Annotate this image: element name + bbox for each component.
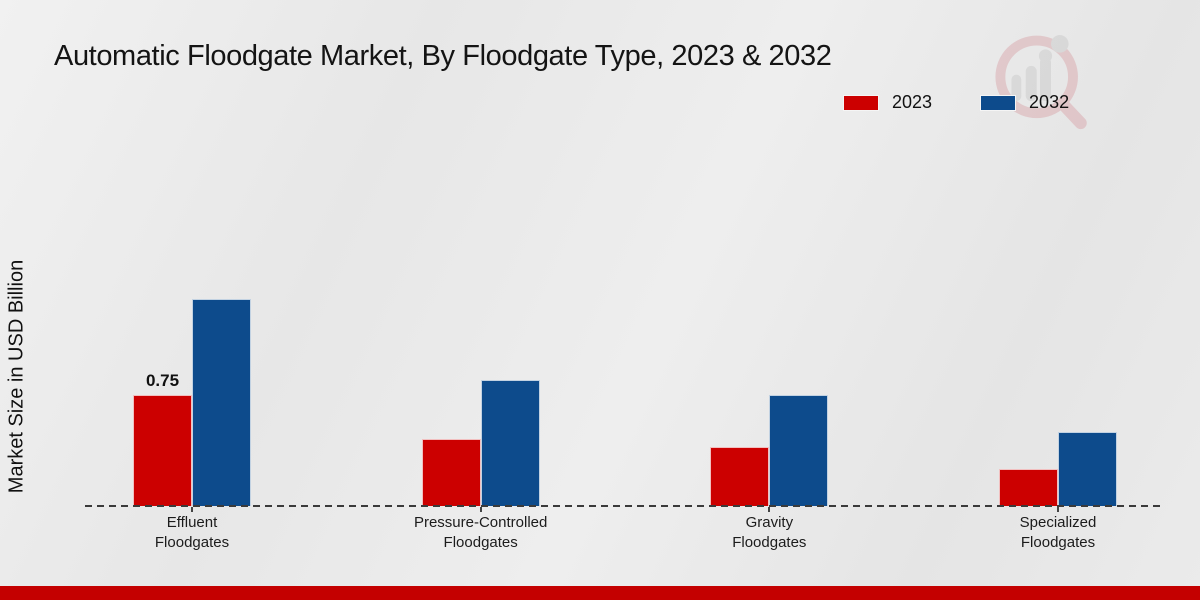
legend-label-2032: 2032 (1029, 92, 1070, 112)
magnifier-bar-chart-logo-icon (995, 35, 1087, 130)
x-axis-tick (191, 507, 193, 512)
x-axis-tick (768, 507, 771, 512)
bar-2032-specialized (1058, 432, 1117, 506)
category-label: Pressure-Controlled Floodgates (413, 514, 548, 551)
legend-swatch-2032 (980, 94, 1017, 111)
legend-label-2023: 2023 (892, 92, 933, 112)
category-label: Effluent Floodgates (154, 514, 230, 551)
bar-2032-pressure-controlled (480, 380, 540, 506)
bar-2032-effluent (192, 298, 251, 506)
x-axis-tick (1057, 507, 1059, 512)
x-axis-line (85, 505, 1163, 507)
bar-2023-pressure-controlled (421, 439, 481, 506)
legend-item-2023: 2023 (843, 92, 932, 113)
category-label: Specialized Floodgates (1019, 514, 1097, 551)
bar-2023-effluent (133, 395, 192, 506)
legend-item-2032: 2032 (980, 92, 1069, 113)
footer-bar (0, 586, 1200, 600)
legend: 2023 2032 (843, 92, 1069, 113)
bar-2023-specialized (999, 469, 1058, 506)
legend-swatch-2023 (843, 94, 879, 111)
bar-2023-gravity (710, 446, 770, 506)
bar-value-label: 0.75 (145, 371, 180, 390)
category-label: Gravity Floodgates (732, 514, 807, 551)
bar-2032-gravity (769, 395, 829, 506)
chart-title: Automatic Floodgate Market, By Floodgate… (54, 40, 832, 72)
x-axis-tick (479, 507, 482, 512)
